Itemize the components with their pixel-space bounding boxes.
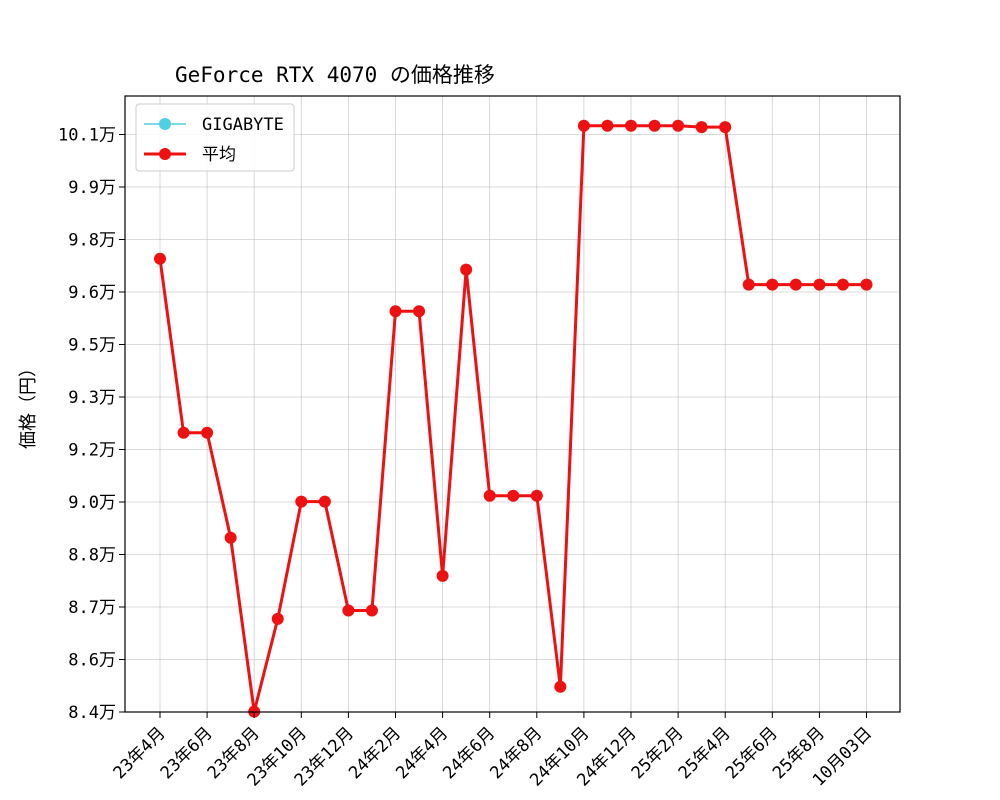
data-point: [271, 612, 284, 625]
y-tick-label: 9.0万: [68, 493, 116, 513]
data-point: [813, 278, 826, 291]
grid-lines: [125, 96, 900, 713]
data-point: [342, 604, 355, 617]
y-tick-label: 9.2万: [68, 441, 116, 461]
data-point: [413, 305, 426, 318]
data-point: [625, 119, 637, 132]
data-point: [224, 531, 237, 544]
legend-gigabyte-label: GIGABYTE: [202, 115, 284, 135]
data-point: [177, 426, 190, 439]
data-point: [742, 278, 755, 291]
legend-average-label: 平均: [202, 145, 236, 165]
data-point: [695, 121, 708, 134]
data-point: [672, 119, 685, 132]
data-point: [836, 278, 849, 291]
chart-title: GeForce RTX 4070 の価格推移: [175, 63, 495, 87]
data-point: [365, 604, 378, 617]
data-point: [483, 489, 496, 502]
legend: GIGABYTE 平均: [135, 103, 295, 172]
y-tick-label: 8.7万: [68, 598, 116, 618]
data-point: [719, 121, 732, 134]
y-tick-label: 9.3万: [68, 388, 116, 408]
legend-average-marker: [159, 148, 171, 160]
data-point: [295, 495, 308, 508]
y-tick-label: 9.8万: [68, 231, 116, 251]
data-point: [201, 426, 214, 439]
data-point: [601, 119, 614, 132]
data-point: [154, 252, 166, 265]
y-axis-label: 価格（円）: [18, 359, 39, 449]
y-axis: 8.4万 8.6万 8.7万 8.8万 9.0万 9.2万 9.3万 9.5万 9.6万 9.8万…: [58, 126, 125, 723]
y-tick-label: 9.5万: [68, 336, 116, 356]
y-tick-label: 8.4万: [68, 703, 116, 723]
data-point: [530, 489, 543, 502]
y-tick-label: 8.6万: [68, 651, 116, 671]
y-tick-label: 10.1万: [58, 126, 116, 146]
data-point: [436, 569, 449, 582]
legend-gigabyte-marker: [159, 118, 171, 130]
y-tick-label: 9.6万: [68, 283, 116, 303]
data-point: [789, 278, 802, 291]
data-point: [460, 263, 473, 276]
data-point: [860, 278, 873, 291]
y-tick-label: 8.8万: [68, 546, 116, 566]
data-point: [507, 489, 520, 502]
data-point: [648, 119, 661, 132]
y-tick-label: 9.9万: [68, 178, 116, 198]
data-point: [318, 495, 331, 508]
data-point: [766, 278, 779, 291]
data-point: [577, 119, 590, 132]
plot-area-frame: [124, 95, 901, 713]
data-point: [554, 680, 567, 693]
data-point: [389, 305, 402, 318]
